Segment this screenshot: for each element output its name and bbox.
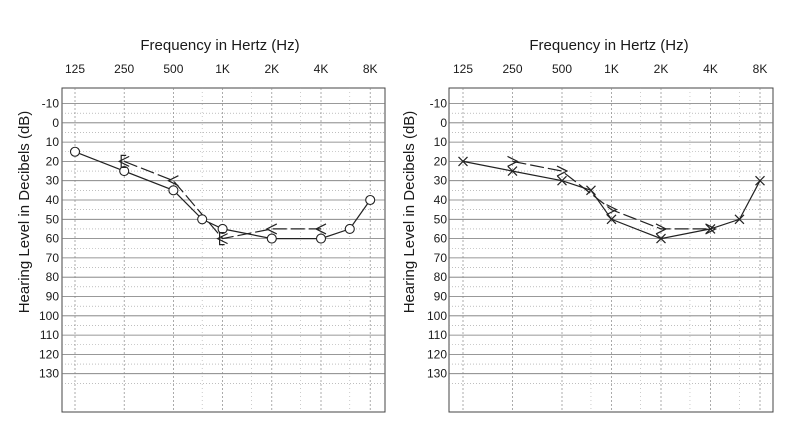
data-point-cross — [458, 156, 468, 167]
data-point-square-bracket — [120, 154, 127, 168]
data-point-circle — [168, 185, 179, 196]
data-point-cross — [606, 214, 617, 225]
data-point-bracket-left — [117, 155, 130, 167]
series-markers — [458, 155, 765, 244]
data-point-cross — [656, 233, 666, 244]
x-tick-label: 8K — [753, 62, 768, 76]
y-tick-label: 110 — [40, 328, 59, 342]
y-tick-label: 90 — [434, 290, 448, 304]
data-point-cross — [586, 185, 596, 196]
data-point-cross — [734, 214, 745, 225]
y-tick-label: 50 — [46, 212, 60, 226]
data-point-cross — [755, 175, 765, 186]
x-tick-label: 250 — [114, 62, 134, 76]
x-tick-label: 4K — [703, 62, 718, 76]
data-point-bracket-left — [216, 233, 228, 245]
y-tick-label: 120 — [427, 347, 447, 361]
y-tick-label: 80 — [434, 270, 448, 284]
y-axis-label: Hearing Level in Decibels (dB) — [401, 111, 418, 314]
plot-frame — [448, 87, 774, 413]
data-point-bracket-left — [265, 223, 278, 235]
y-tick-label: 60 — [46, 232, 60, 246]
data-point-bracket-right — [507, 155, 519, 167]
data-point-bracket-left — [314, 223, 327, 235]
y-tick-label: 0 — [52, 116, 59, 130]
grid — [61, 87, 386, 413]
audiogram-left: Frequency in Hertz (Hz) Hearing Level in… — [16, 37, 386, 413]
x-tick-label: 500 — [163, 62, 183, 76]
y-tick-label: 80 — [46, 270, 60, 284]
y-tick-labels: -10 0 10 20 30 40 50 60 70 80 90 100 110 120 130 — [39, 97, 59, 381]
x-tick-label: 1K — [604, 62, 619, 76]
y-tick-label: 90 — [46, 290, 60, 304]
grid — [448, 87, 774, 413]
data-point-bracket-right — [556, 165, 569, 177]
y-tick-label: 30 — [46, 174, 60, 188]
x-tick-label: 4K — [314, 62, 329, 76]
data-point-circle — [69, 146, 81, 157]
y-tick-label: 10 — [434, 135, 448, 149]
x-tick-label: 1K — [215, 62, 230, 76]
y-tick-label: 40 — [434, 193, 448, 207]
data-point-circle — [344, 223, 355, 234]
data-point-cross — [557, 175, 567, 186]
series-line — [512, 160, 711, 230]
data-point-cross — [507, 166, 518, 176]
y-axis-label: Hearing Level in Decibels (dB) — [16, 111, 33, 314]
y-tick-label: 130 — [39, 367, 59, 381]
y-tick-label: 70 — [434, 251, 448, 265]
y-tick-label: 20 — [434, 154, 448, 168]
y-tick-label: 50 — [434, 212, 448, 226]
x-tick-label: 125 — [453, 62, 473, 76]
y-tick-label: 120 — [39, 347, 59, 361]
x-tick-label: 125 — [65, 62, 85, 76]
data-point-bracket-left — [167, 175, 179, 187]
data-point-bracket-right — [606, 204, 618, 216]
x-tick-label: 500 — [552, 62, 572, 76]
audiogram-right: Frequency in Hertz (Hz) Hearing Level in… — [401, 37, 774, 413]
y-tick-label: 20 — [46, 154, 60, 168]
y-tick-label: 0 — [440, 116, 447, 130]
data-point-circle — [119, 166, 130, 177]
data-point-cross — [705, 224, 716, 234]
y-tick-label: 100 — [39, 309, 59, 323]
x-tick-label: 250 — [502, 62, 522, 76]
y-tick-label: 30 — [434, 174, 448, 188]
x-tick-labels: 125 250 500 1K 2K 4K 8K — [453, 62, 767, 76]
y-tick-label: 60 — [434, 232, 448, 246]
plot-frame — [61, 87, 386, 413]
chart-title: Frequency in Hertz (Hz) — [140, 37, 299, 54]
data-point-circle — [266, 233, 277, 244]
data-point-bracket-right — [655, 223, 668, 235]
y-tick-label: -10 — [42, 97, 60, 111]
series-line — [123, 160, 321, 240]
data-point-circle — [315, 233, 327, 244]
y-tick-label: 10 — [46, 135, 60, 149]
data-point-bracket-right — [705, 223, 717, 235]
y-tick-label: 110 — [428, 328, 447, 342]
chart-title: Frequency in Hertz (Hz) — [529, 37, 688, 54]
y-tick-labels: -10 0 10 20 30 40 50 60 70 80 90 100 110 120 130 — [427, 97, 447, 381]
y-tick-label: 100 — [427, 309, 447, 323]
y-tick-label: 130 — [427, 367, 447, 381]
series-markers — [69, 146, 376, 246]
x-tick-label: 8K — [363, 62, 378, 76]
x-tick-label: 2K — [264, 62, 279, 76]
x-tick-label: 2K — [654, 62, 669, 76]
y-tick-label: -10 — [430, 97, 448, 111]
x-tick-labels: 125 250 500 1K 2K 4K 8K — [65, 62, 378, 76]
y-tick-label: 40 — [46, 193, 60, 207]
data-point-circle — [197, 214, 208, 225]
data-point-circle — [217, 223, 228, 234]
data-point-circle — [365, 194, 376, 206]
data-point-square-bracket — [219, 232, 225, 246]
y-tick-label: 70 — [46, 251, 60, 265]
